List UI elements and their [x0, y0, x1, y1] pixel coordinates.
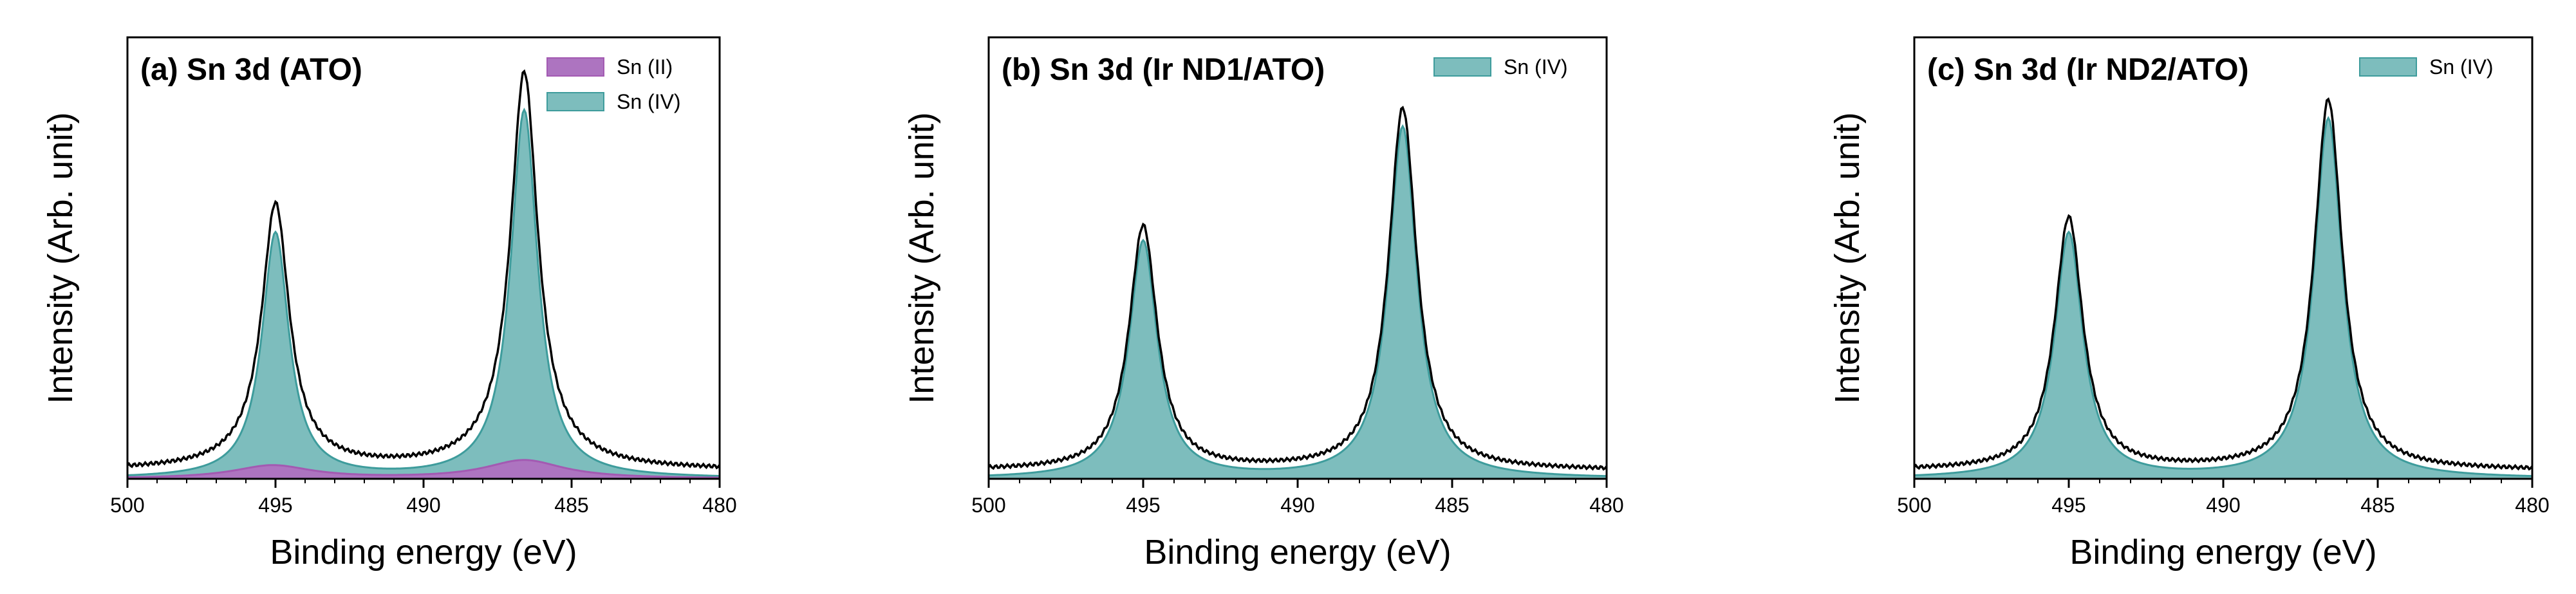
x-tick-label: 485: [1435, 494, 1469, 517]
legend-swatch-sn-iv-: [2359, 57, 2417, 77]
x-tick-label: 480: [2515, 494, 2549, 517]
x-tick-label: 490: [1280, 494, 1314, 517]
x-tick-label: 480: [702, 494, 736, 517]
panel-title: (b) Sn 3d (Ir ND1/ATO): [1002, 53, 1325, 87]
y-axis-label: Intensity (Arb. unit): [41, 112, 80, 404]
y-axis-label: Intensity (Arb. unit): [1828, 112, 1867, 404]
envelope-line: [1914, 97, 2532, 471]
axes-frame: [987, 36, 1608, 480]
legend-label: Sn (IV): [2429, 55, 2494, 79]
component-sn-iv--area: [989, 124, 1607, 479]
component-sn-iv--area: [127, 107, 720, 479]
y-axis-label: Intensity (Arb. unit): [902, 112, 941, 404]
component-sn-iv--area: [1914, 116, 2532, 479]
legend-swatch-sn-iv-: [1433, 57, 1491, 77]
chart-panel-2: 500 495 490 485 480 Binding energy (eV) Intens…: [902, 36, 1624, 571]
x-tick-label: 490: [2206, 494, 2240, 517]
x-tick-label: 490: [406, 494, 440, 517]
legend-label: Sn (IV): [1504, 55, 1568, 79]
legend-label: Sn (IV): [617, 90, 681, 113]
axes-frame: [1913, 36, 2534, 480]
x-tick-label: 480: [1589, 494, 1623, 517]
x-axis-label: Binding energy (eV): [270, 533, 577, 571]
legend-swatch-sn-iv-: [546, 92, 604, 111]
x-tick-label: 500: [971, 494, 1005, 517]
x-tick-label: 495: [2051, 494, 2086, 517]
plot-area: [127, 69, 720, 479]
x-axis-label: Binding energy (eV): [2069, 533, 2376, 571]
x-tick-label: 495: [1126, 494, 1160, 517]
chart-panel-1: 500 495 490 485 480 Binding energy (eV) Intens…: [41, 36, 737, 571]
chart-panel-3: 500 495 490 485 480 Binding energy (eV) Intens…: [1828, 36, 2550, 571]
x-tick-label: 495: [258, 494, 292, 517]
legend-label: Sn (II): [617, 55, 673, 79]
plot-area: [989, 106, 1607, 479]
x-tick-label: 485: [2360, 494, 2394, 517]
x-tick-label: 485: [554, 494, 588, 517]
x-axis-label: Binding energy (eV): [1144, 533, 1451, 571]
x-tick-label: 500: [1897, 494, 1931, 517]
envelope-line: [989, 106, 1607, 471]
envelope-line: [127, 69, 720, 470]
panel-title: (c) Sn 3d (Ir ND2/ATO): [1927, 53, 2249, 87]
panel-title: (a) Sn 3d (ATO): [140, 53, 362, 87]
plot-area: [1914, 97, 2532, 479]
legend-swatch-sn-ii-: [546, 57, 604, 77]
x-tick-label: 500: [110, 494, 144, 517]
component-sn-ii--area: [127, 459, 720, 479]
